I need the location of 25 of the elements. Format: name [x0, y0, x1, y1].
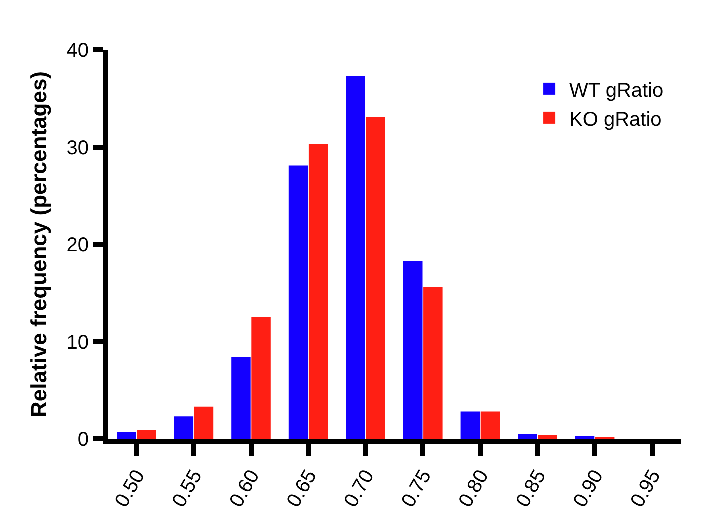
y-tick-label: 0: [78, 429, 89, 451]
bar: [308, 144, 328, 439]
y-axis-title: Relative frequency (percentages): [26, 71, 52, 418]
bar: [460, 412, 480, 439]
bar: [538, 435, 558, 439]
y-tick-label: 10: [66, 332, 89, 354]
y-tick-label: 30: [66, 137, 89, 160]
bar: [117, 432, 136, 439]
bar: [404, 261, 423, 439]
bar: [174, 416, 194, 439]
bar: [424, 287, 443, 439]
y-tick-label: 40: [66, 40, 89, 62]
bar: [575, 436, 595, 439]
legend-label: KO gRatio: [570, 108, 662, 131]
bar: [288, 166, 308, 439]
bar: [232, 357, 251, 439]
y-tick-label: 20: [66, 234, 89, 256]
bar: [480, 412, 500, 439]
bar: [346, 76, 366, 439]
bar: [518, 434, 538, 439]
bar: [366, 117, 386, 439]
legend-label: WT gRatio: [570, 80, 664, 102]
bar: [194, 406, 214, 439]
bar: [137, 430, 156, 439]
bar: [252, 317, 271, 439]
